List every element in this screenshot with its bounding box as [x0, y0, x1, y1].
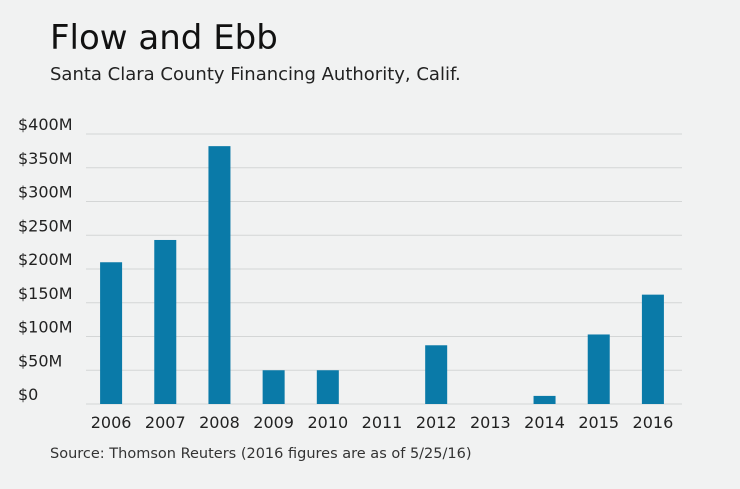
x-tick-label: 2015 [578, 413, 619, 432]
x-tick-label: 2011 [362, 413, 403, 432]
x-tick-label: 2007 [145, 413, 186, 432]
y-tick-label: $200M [18, 250, 73, 269]
y-axis-ticks: $0 $50M $100M $150M $200M $250M $300M $350M $400… [18, 115, 73, 404]
bar-2015 [587, 334, 610, 404]
gridlines [86, 133, 682, 405]
bars [100, 146, 664, 404]
y-tick-label: $150M [18, 284, 73, 303]
bar-2014 [533, 395, 556, 404]
y-tick-label: $0 [18, 385, 38, 404]
x-tick-label: 2009 [253, 413, 294, 432]
x-axis-ticks: 2006 2007 2008 2009 2010 2011 2012 2013 2014 2015… [91, 413, 674, 432]
bar-2010 [316, 370, 339, 404]
bar-2012 [425, 345, 448, 404]
chart-source-note: Source: Thomson Reuters (2016 figures ar… [50, 446, 472, 462]
x-tick-label: 2006 [91, 413, 132, 432]
x-tick-label: 2010 [307, 413, 348, 432]
x-tick-label: 2008 [199, 413, 240, 432]
bar-2016 [641, 294, 664, 404]
bar-2008 [208, 146, 231, 404]
chart-subtitle: Santa Clara County Financing Authority, … [50, 64, 461, 85]
x-tick-label: 2013 [470, 413, 511, 432]
y-tick-label: $50M [18, 351, 62, 370]
bar-2006 [100, 262, 123, 404]
y-tick-label: $100M [18, 318, 73, 337]
bar-2009 [262, 370, 285, 404]
x-tick-label: 2014 [524, 413, 565, 432]
y-tick-label: $300M [18, 183, 73, 202]
y-tick-label: $400M [18, 115, 73, 134]
x-tick-label: 2012 [416, 413, 457, 432]
chart-title: Flow and Ebb [50, 18, 278, 58]
bar-2007 [154, 239, 177, 404]
y-tick-label: $250M [18, 216, 73, 235]
x-tick-label: 2016 [633, 413, 674, 432]
y-tick-label: $350M [18, 149, 73, 168]
